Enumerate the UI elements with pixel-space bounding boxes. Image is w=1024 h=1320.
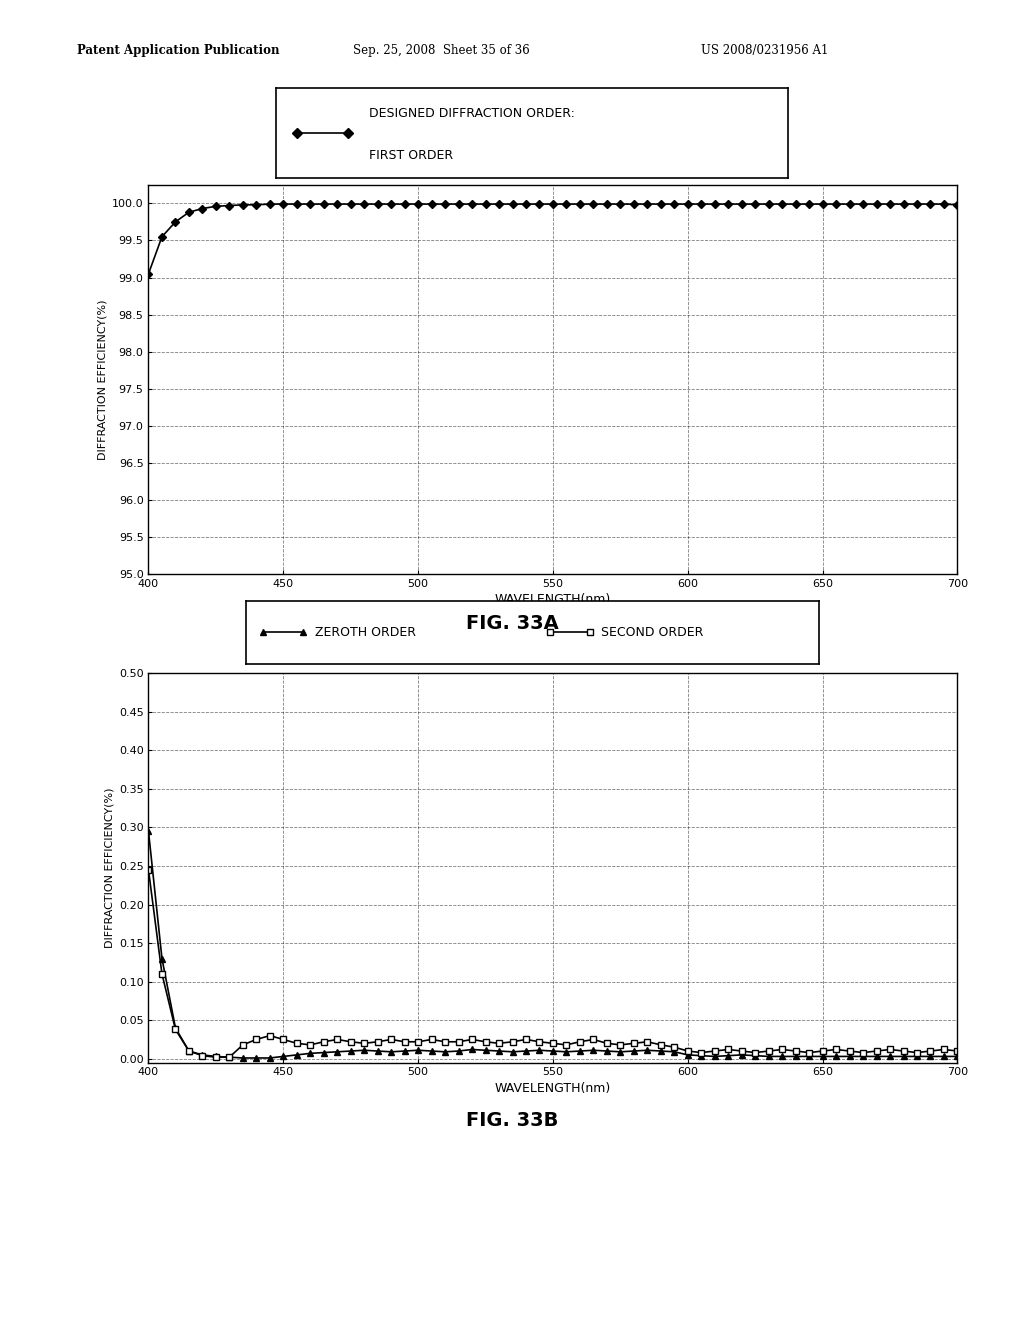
Text: Patent Application Publication: Patent Application Publication [77, 44, 280, 57]
Text: ZEROTH ORDER: ZEROTH ORDER [314, 626, 416, 639]
Text: FIG. 33B: FIG. 33B [466, 1111, 558, 1130]
Y-axis label: DIFFRACTION EFFICIENCY(%): DIFFRACTION EFFICIENCY(%) [104, 788, 115, 948]
Y-axis label: DIFFRACTION EFFICIENCY(%): DIFFRACTION EFFICIENCY(%) [98, 300, 108, 459]
Text: US 2008/0231956 A1: US 2008/0231956 A1 [701, 44, 828, 57]
X-axis label: WAVELENGTH(nm): WAVELENGTH(nm) [495, 593, 611, 606]
Text: Sep. 25, 2008  Sheet 35 of 36: Sep. 25, 2008 Sheet 35 of 36 [353, 44, 530, 57]
Text: FIRST ORDER: FIRST ORDER [369, 149, 453, 162]
Text: DESIGNED DIFFRACTION ORDER:: DESIGNED DIFFRACTION ORDER: [369, 107, 574, 120]
Text: SECOND ORDER: SECOND ORDER [601, 626, 703, 639]
Text: FIG. 33A: FIG. 33A [466, 614, 558, 632]
X-axis label: WAVELENGTH(nm): WAVELENGTH(nm) [495, 1081, 611, 1094]
